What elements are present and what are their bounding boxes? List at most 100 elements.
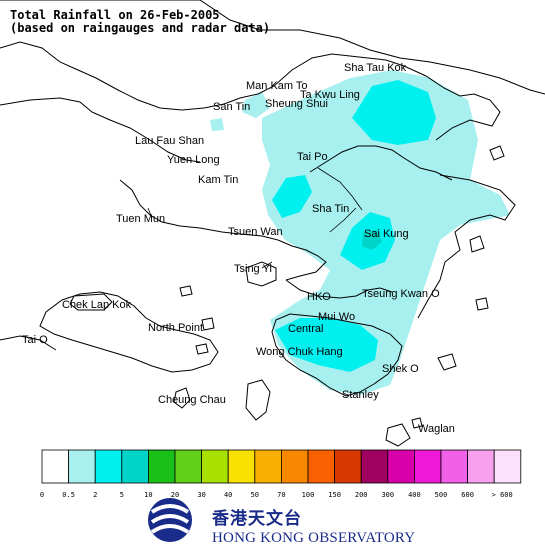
- legend-swatch: [68, 449, 96, 484]
- legend-swatch: [174, 449, 203, 484]
- legend-swatch: [440, 449, 469, 484]
- road-tsing-yi: [261, 261, 273, 269]
- legend-swatch: [280, 449, 309, 484]
- cheung-chau: [173, 387, 191, 409]
- legend-threshold-label: 40: [224, 491, 232, 499]
- legend-threshold-label: 0: [40, 491, 44, 499]
- rain-zone-moderate-ne: [352, 80, 436, 145]
- tsing-yi: [245, 261, 277, 287]
- coast-deep-bay: [91, 111, 201, 163]
- po-toi-islands: [385, 423, 411, 447]
- legend-swatch: [94, 449, 123, 484]
- rain-zone-moderate-tai-lam: [272, 175, 312, 218]
- place-label-shek-o: Shek O: [382, 363, 419, 375]
- place-label-tsing-yi: Tsing Yi: [234, 263, 272, 275]
- place-label-cheung-chau: Cheung Chau: [158, 394, 226, 406]
- legend-swatch: [467, 449, 495, 484]
- rain-zone-light-north: [242, 92, 270, 118]
- legend-threshold-label: > 600: [492, 491, 513, 499]
- legend-swatch: [201, 449, 229, 484]
- place-label-stanley: Stanley: [342, 389, 379, 401]
- place-label-mui-wo: Mui Wo: [318, 311, 355, 323]
- legend-swatch: [334, 449, 362, 484]
- coast-north-hills: [0, 0, 545, 95]
- place-label-tsuen-wan: Tsuen Wan: [228, 226, 283, 238]
- place-label-san-tin: San Tin: [213, 101, 250, 113]
- road-tuen-mun: [147, 207, 153, 219]
- legend-threshold-label: 30: [197, 491, 205, 499]
- legend-threshold-label: 200: [355, 491, 368, 499]
- chek-lap-kok: [69, 293, 113, 311]
- hk-island-coast: [271, 313, 403, 397]
- place-label-sha-tin: Sha Tin: [312, 203, 349, 215]
- rain-zone-moderate-hk: [275, 318, 378, 372]
- place-label-chek-lap-kok: Chek Lap Kok: [62, 299, 132, 311]
- lantau-coast: [39, 291, 219, 373]
- waglan: [411, 417, 423, 429]
- roads: [147, 167, 363, 269]
- coast-tsuen-wan: [277, 239, 327, 281]
- legend-threshold-label: 10: [144, 491, 152, 499]
- legend-threshold-label: 20: [171, 491, 179, 499]
- rain-zone-heavy-saikung: [362, 230, 382, 250]
- place-label-sheung-shui: Sheung Shui: [265, 98, 328, 110]
- hko-chinese-name: 香港天文台: [212, 509, 302, 529]
- legend-threshold-label: 50: [251, 491, 259, 499]
- coast-west: [0, 97, 93, 113]
- place-label-ta-kwu-ling: Ta Kwu Ling: [300, 89, 360, 101]
- map-subtitle: (based on raingauges and radar data): [10, 21, 271, 35]
- rain-zone-light-sanTin: [210, 118, 224, 131]
- peng-chau: [201, 317, 215, 331]
- coast-sai-kung-east: [417, 174, 516, 319]
- legend-swatch: [121, 449, 149, 484]
- place-label-tai-o: Tai O: [22, 334, 48, 346]
- place-label-north-point: North Point: [148, 322, 203, 334]
- road-tolo: [317, 167, 363, 211]
- legend-threshold-label: 70: [277, 491, 285, 499]
- legend-threshold-label: 600: [461, 491, 474, 499]
- coast-tolo-harbour: [309, 145, 453, 181]
- legend-swatch: [147, 449, 176, 484]
- legend-swatch: [387, 449, 415, 484]
- tung-lung: [437, 353, 457, 371]
- place-label-lau-fau-shan: Lau Fau Shan: [135, 135, 204, 147]
- rainfall-shading: [210, 70, 510, 395]
- place-label-man-kam-to: Man Kam To: [246, 80, 308, 92]
- tai-o-coast: [0, 335, 57, 351]
- place-label-wong-chuk-hang: Wong Chuk Hang: [256, 346, 343, 358]
- legend-swatch: [413, 449, 442, 484]
- coast-tuen-mun: [119, 179, 279, 241]
- legend-threshold-label: 300: [381, 491, 394, 499]
- rainfall-legend: mm 00.5251020304050701001502003004005006…: [40, 449, 522, 499]
- place-label-tai-po: Tai Po: [297, 151, 328, 163]
- coast-kowloon: [285, 279, 393, 299]
- legend-swatch: [254, 449, 282, 484]
- hko-english-name: HONG KONG OBSERVATORY: [212, 530, 416, 546]
- place-label-kam-tin: Kam Tin: [198, 174, 238, 186]
- legend-threshold-label: 150: [328, 491, 341, 499]
- legend-threshold-label: 2: [93, 491, 97, 499]
- legend-swatch: [493, 449, 522, 484]
- place-label-sai-kung: Sai Kung: [364, 228, 409, 240]
- lamma-island: [245, 379, 271, 421]
- road-shatin: [329, 207, 357, 233]
- legend-threshold-label: 5: [120, 491, 124, 499]
- place-label-tseung-kwan-o: Tseung Kwan O: [362, 288, 440, 300]
- legend-threshold-label: 0.5: [62, 491, 75, 499]
- place-label-waglan: Waglan: [418, 423, 455, 435]
- place-label-central: Central: [288, 323, 323, 335]
- map-title: Total Rainfall on 26-Feb-2005: [10, 8, 220, 22]
- coastlines: [0, 0, 545, 447]
- legend-swatch: [227, 449, 256, 484]
- place-label-hko: HKO: [307, 291, 331, 303]
- islets-west: [179, 285, 209, 355]
- place-label-sha-tau-kok: Sha Tau Kok: [344, 62, 407, 74]
- place-label-tuen-mun: Tuen Mun: [116, 213, 165, 225]
- legend-swatch: [360, 449, 389, 484]
- legend-threshold-label: 400: [408, 491, 421, 499]
- legend-threshold-label: 100: [302, 491, 315, 499]
- place-label-yuen-long: Yuen Long: [167, 154, 220, 166]
